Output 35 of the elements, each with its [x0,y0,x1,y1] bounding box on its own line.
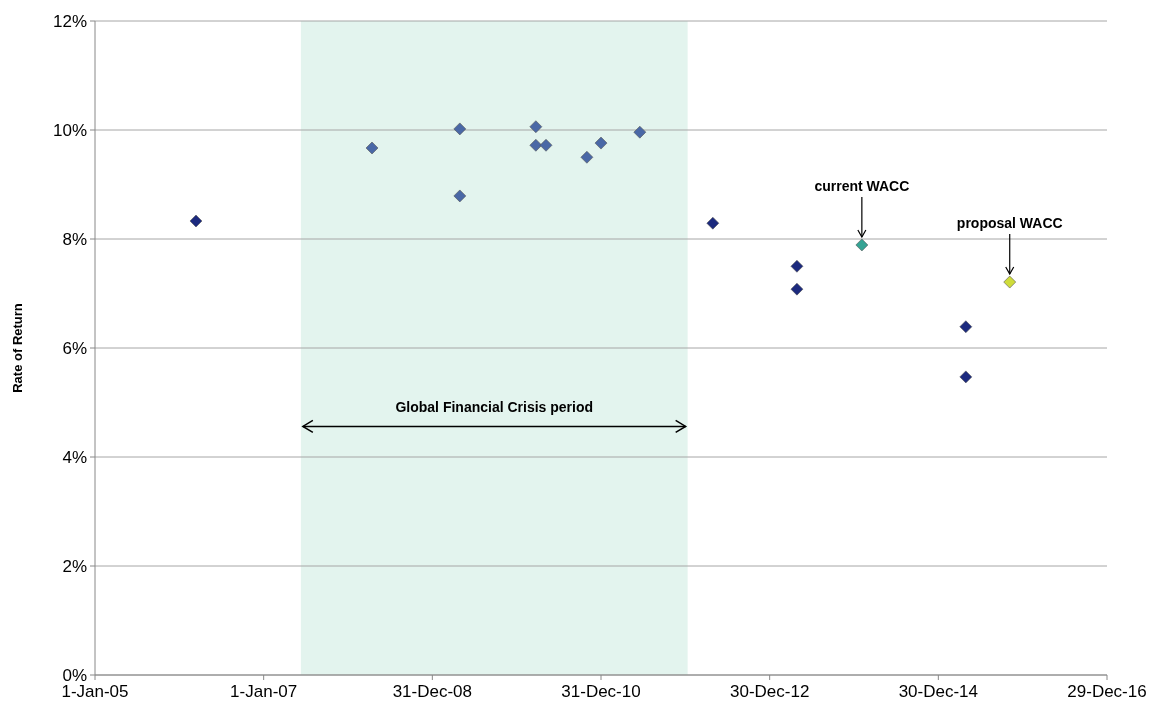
y-tick-label: 12% [52,11,87,31]
x-tick-label: 1-Jan-05 [61,682,129,701]
y-tick-label: 10% [52,120,87,140]
point [959,320,973,334]
point [580,150,594,164]
point [539,138,553,152]
point [855,238,869,252]
x-tick-label: 29-Dec-16 [1067,682,1147,701]
x-tick-label: 30-Dec-12 [729,682,810,701]
annotation: current WACC [814,177,910,194]
y-tick-label: 2% [62,556,87,576]
point [706,216,720,230]
x-tick-label: 30-Dec-14 [898,682,979,701]
y-axis-title: Rate of Return [10,303,25,393]
x-tick-label: 31-Dec-10 [561,682,641,701]
point [1003,275,1017,289]
point [790,259,804,273]
point [453,122,467,136]
point [529,138,543,152]
point [453,189,467,203]
point [633,125,647,139]
point [365,141,379,155]
point [790,282,804,296]
y-tick-label: 4% [62,447,87,467]
x-tick-label: 1-Jan-07 [230,682,298,701]
point [959,370,973,384]
band-label: Global Financial Crisis period [395,399,594,416]
annotation: proposal WACC [956,215,1063,232]
y-tick-label: 6% [62,338,87,358]
y-tick-label: 8% [62,229,87,249]
point [189,214,203,228]
point [594,136,608,150]
x-tick-label: 31-Dec-08 [392,682,473,701]
point [529,120,543,134]
y-tick-label: 0% [62,665,87,685]
